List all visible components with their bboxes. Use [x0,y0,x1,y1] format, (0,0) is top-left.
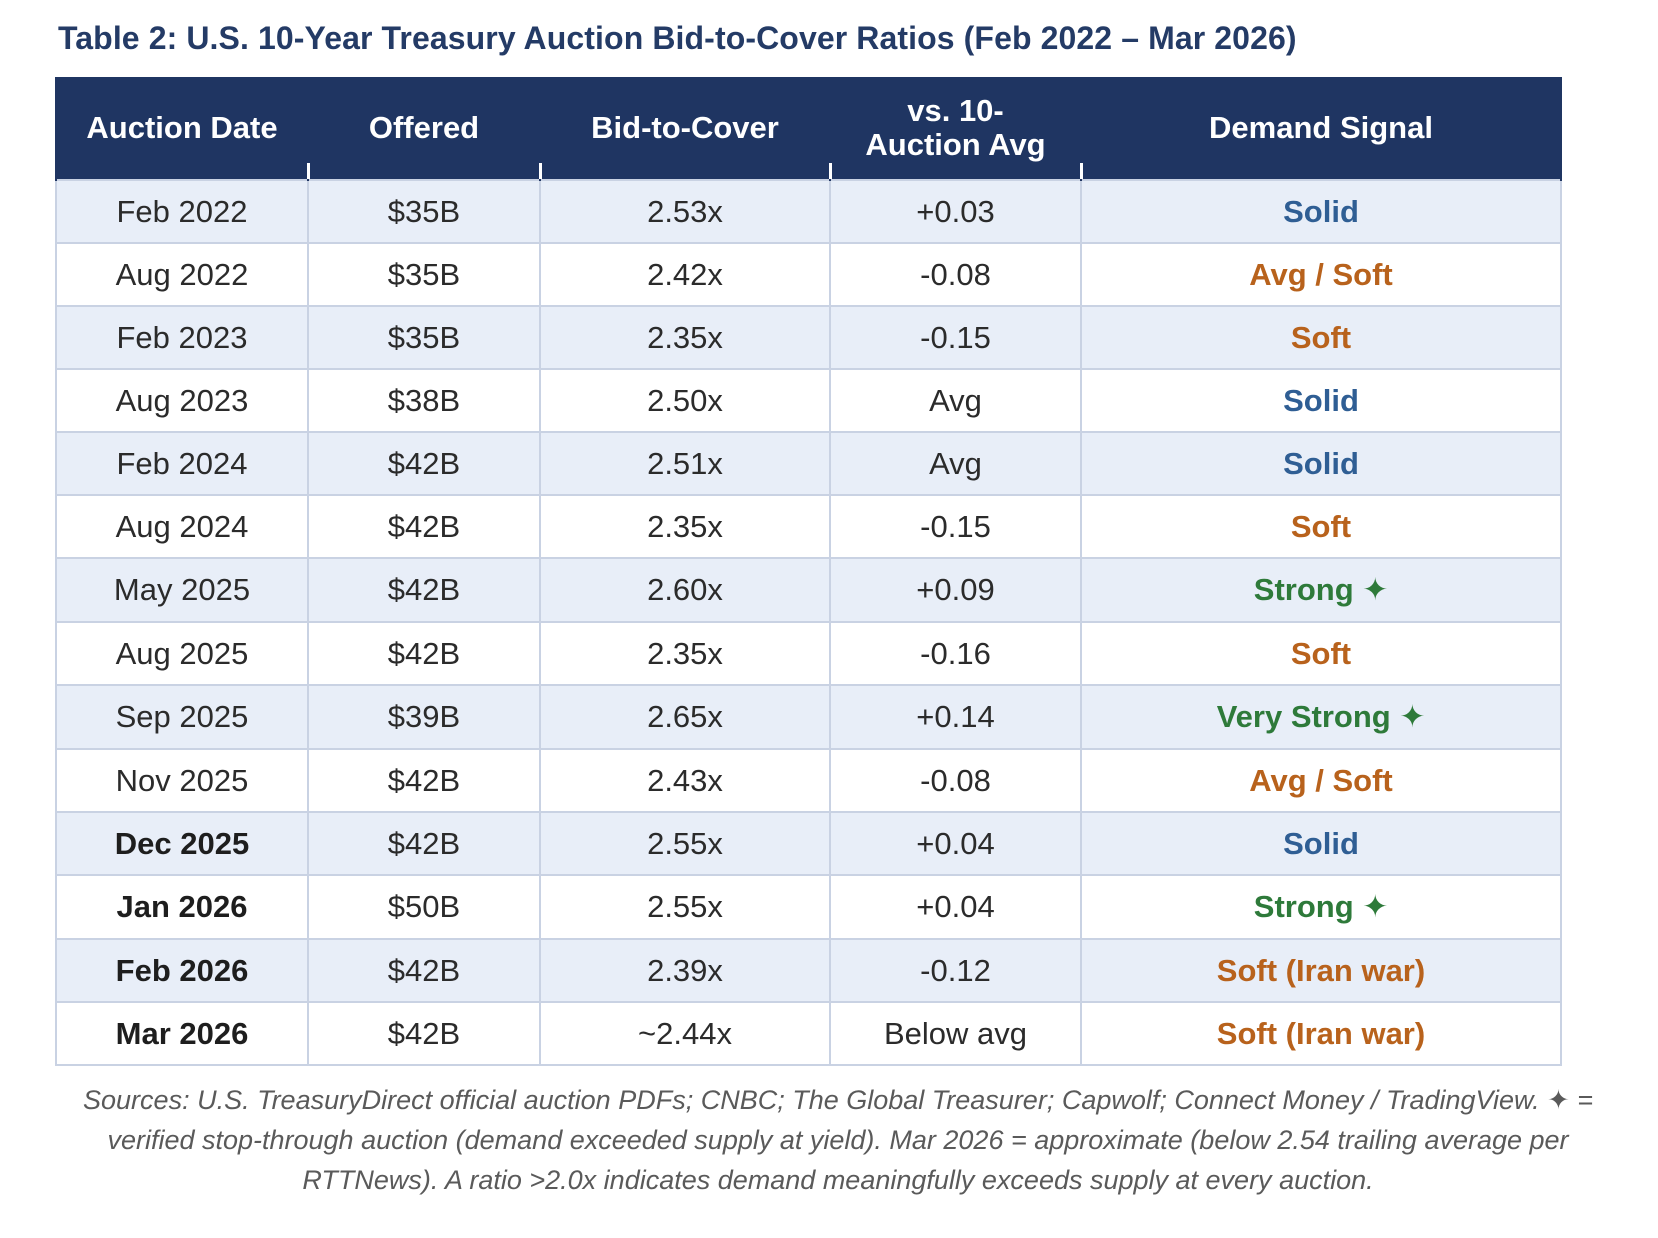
cell-vs-avg: +0.03 [829,179,1082,244]
cell-offered: $42B [307,431,541,496]
cell-vs-avg: +0.04 [829,811,1082,876]
cell-bid-to-cover: 2.55x [539,811,831,876]
cell-bid-to-cover: 2.43x [539,748,831,813]
header-row: Auction Date Offered Bid-to-Cover vs. 10… [55,77,1562,180]
cell-demand-signal: Solid [1080,431,1562,496]
cell-auction-date: Sep 2025 [55,684,309,750]
cell-offered: $42B [307,811,541,876]
header-bid-to-cover: Bid-to-Cover [539,77,831,180]
cell-auction-date: Aug 2025 [55,621,309,686]
table-row: Feb 2023 $35B 2.35x -0.15 Soft [55,305,1562,370]
cell-offered: $42B [307,1001,541,1066]
cell-auction-date: Nov 2025 [55,748,309,813]
cell-vs-avg: +0.04 [829,874,1082,940]
cell-bid-to-cover: 2.60x [539,557,831,623]
cell-vs-avg: -0.15 [829,305,1082,370]
cell-demand-signal: Very Strong ✦ [1080,684,1562,750]
cell-bid-to-cover: 2.35x [539,621,831,686]
table-row: Aug 2024 $42B 2.35x -0.15 Soft [55,494,1562,559]
cell-demand-signal: Soft (Iran war) [1080,1001,1562,1066]
cell-demand-signal: Solid [1080,368,1562,433]
cell-bid-to-cover: 2.39x [539,938,831,1003]
cell-offered: $42B [307,494,541,559]
cell-demand-signal: Avg / Soft [1080,242,1562,307]
table-row: Feb 2024 $42B 2.51x Avg Solid [55,431,1562,496]
cell-demand-signal: Solid [1080,811,1562,876]
cell-auction-date: Aug 2024 [55,494,309,559]
cell-offered: $35B [307,179,541,244]
cell-bid-to-cover: 2.35x [539,305,831,370]
cell-bid-to-cover: 2.55x [539,874,831,940]
cell-offered: $38B [307,368,541,433]
cell-vs-avg: -0.08 [829,242,1082,307]
cell-offered: $39B [307,684,541,750]
cell-bid-to-cover: 2.42x [539,242,831,307]
cell-vs-avg: Avg [829,431,1082,496]
cell-auction-date: Aug 2023 [55,368,309,433]
cell-offered: $50B [307,874,541,940]
cell-offered: $42B [307,621,541,686]
table-row: Aug 2025 $42B 2.35x -0.16 Soft [55,621,1562,686]
cell-vs-avg: -0.15 [829,494,1082,559]
cell-bid-to-cover: 2.51x [539,431,831,496]
header-demand-signal: Demand Signal [1080,77,1562,180]
table-row: Dec 2025 $42B 2.55x +0.04 Solid [55,811,1562,876]
cell-auction-date: Mar 2026 [55,1001,309,1066]
cell-auction-date: Aug 2022 [55,242,309,307]
cell-bid-to-cover: 2.35x [539,494,831,559]
cell-vs-avg: -0.08 [829,748,1082,813]
cell-demand-signal: Soft (Iran war) [1080,938,1562,1003]
table-title: Table 2: U.S. 10-Year Treasury Auction B… [58,20,1297,56]
cell-offered: $42B [307,557,541,623]
table-row: Jan 2026 $50B 2.55x +0.04 Strong ✦ [55,874,1562,940]
cell-offered: $42B [307,748,541,813]
cell-demand-signal: Strong ✦ [1080,874,1562,940]
cell-bid-to-cover: 2.65x [539,684,831,750]
header-offered: Offered [307,77,541,180]
cell-auction-date: Feb 2024 [55,431,309,496]
table-row: Aug 2023 $38B 2.50x Avg Solid [55,368,1562,433]
table-row: Feb 2022 $35B 2.53x +0.03 Solid [55,179,1562,244]
cell-vs-avg: -0.16 [829,621,1082,686]
cell-auction-date: Feb 2022 [55,179,309,244]
cell-demand-signal: Soft [1080,494,1562,559]
cell-vs-avg: -0.12 [829,938,1082,1003]
cell-demand-signal: Soft [1080,305,1562,370]
cell-vs-avg: Below avg [829,1001,1082,1066]
cell-demand-signal: Soft [1080,621,1562,686]
cell-auction-date: Jan 2026 [55,874,309,940]
table-row: Nov 2025 $42B 2.43x -0.08 Avg / Soft [55,748,1562,813]
table-row: May 2025 $42B 2.60x +0.09 Strong ✦ [55,557,1562,623]
cell-bid-to-cover: 2.50x [539,368,831,433]
cell-auction-date: Dec 2025 [55,811,309,876]
cell-offered: $35B [307,242,541,307]
cell-offered: $35B [307,305,541,370]
cell-demand-signal: Strong ✦ [1080,557,1562,623]
cell-demand-signal: Solid [1080,179,1562,244]
cell-offered: $42B [307,938,541,1003]
cell-auction-date: May 2025 [55,557,309,623]
table-row: Mar 2026 $42B ~2.44x Below avg Soft (Iran wa… [55,1001,1562,1066]
cell-demand-signal: Avg / Soft [1080,748,1562,813]
table-row: Sep 2025 $39B 2.65x +0.14 Very Strong ✦ [55,684,1562,750]
table-body: Feb 2022 $35B 2.53x +0.03 Solid Aug 2022 $35B 2… [55,179,1562,1066]
auction-table: Auction Date Offered Bid-to-Cover vs. 10… [55,77,1562,1066]
table-row: Feb 2026 $42B 2.39x -0.12 Soft (Iran war) [55,938,1562,1003]
cell-vs-avg: +0.09 [829,557,1082,623]
cell-auction-date: Feb 2023 [55,305,309,370]
cell-auction-date: Feb 2026 [55,938,309,1003]
cell-bid-to-cover: 2.53x [539,179,831,244]
table-footnote: Sources: U.S. TreasuryDirect official au… [83,1085,1593,1195]
header-auction-date: Auction Date [55,77,309,180]
cell-bid-to-cover: ~2.44x [539,1001,831,1066]
cell-vs-avg: +0.14 [829,684,1082,750]
table-row: Aug 2022 $35B 2.42x -0.08 Avg / Soft [55,242,1562,307]
cell-vs-avg: Avg [829,368,1082,433]
header-vs-avg: vs. 10-Auction Avg [829,77,1082,180]
